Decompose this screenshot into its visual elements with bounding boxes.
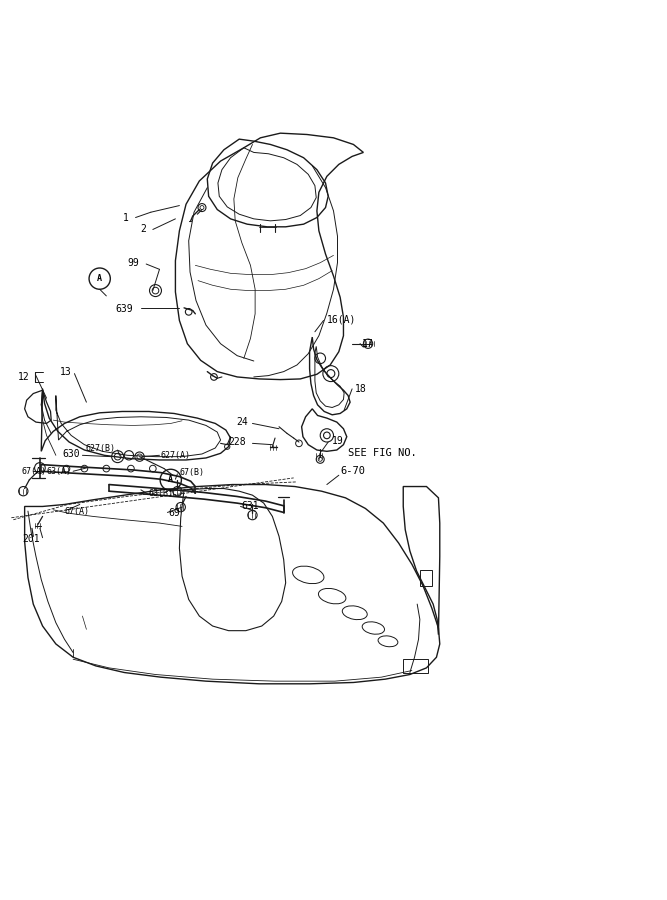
Text: 63(B): 63(B) bbox=[149, 489, 174, 498]
Text: 63(A): 63(A) bbox=[46, 467, 71, 476]
Text: 24: 24 bbox=[237, 417, 249, 428]
Text: 67(A): 67(A) bbox=[21, 467, 46, 476]
Text: SEE FIG NO.: SEE FIG NO. bbox=[348, 448, 417, 458]
Text: 228: 228 bbox=[228, 437, 246, 447]
Text: 2: 2 bbox=[140, 224, 146, 235]
Text: 1: 1 bbox=[123, 212, 129, 222]
Text: 627(B): 627(B) bbox=[85, 445, 115, 454]
Text: 19: 19 bbox=[332, 436, 344, 446]
Text: 69: 69 bbox=[169, 508, 181, 518]
Text: 201: 201 bbox=[22, 534, 40, 544]
Text: 13: 13 bbox=[59, 367, 71, 377]
Text: 99: 99 bbox=[128, 257, 139, 267]
Text: 6-70: 6-70 bbox=[340, 466, 365, 476]
Text: 16(A): 16(A) bbox=[327, 314, 356, 324]
Bar bbox=[420, 570, 432, 586]
Text: 17: 17 bbox=[362, 338, 373, 348]
Text: 630: 630 bbox=[62, 449, 80, 459]
Text: A: A bbox=[168, 475, 173, 484]
Text: A: A bbox=[97, 274, 102, 284]
Text: 18: 18 bbox=[355, 384, 366, 394]
Text: 631: 631 bbox=[242, 501, 259, 511]
Bar bbox=[404, 659, 428, 672]
Text: 639: 639 bbox=[115, 304, 133, 314]
Text: 67(B): 67(B) bbox=[179, 468, 204, 477]
Text: 12: 12 bbox=[17, 372, 29, 382]
Text: 67(A): 67(A) bbox=[65, 507, 89, 516]
Text: 627(A): 627(A) bbox=[161, 451, 191, 460]
